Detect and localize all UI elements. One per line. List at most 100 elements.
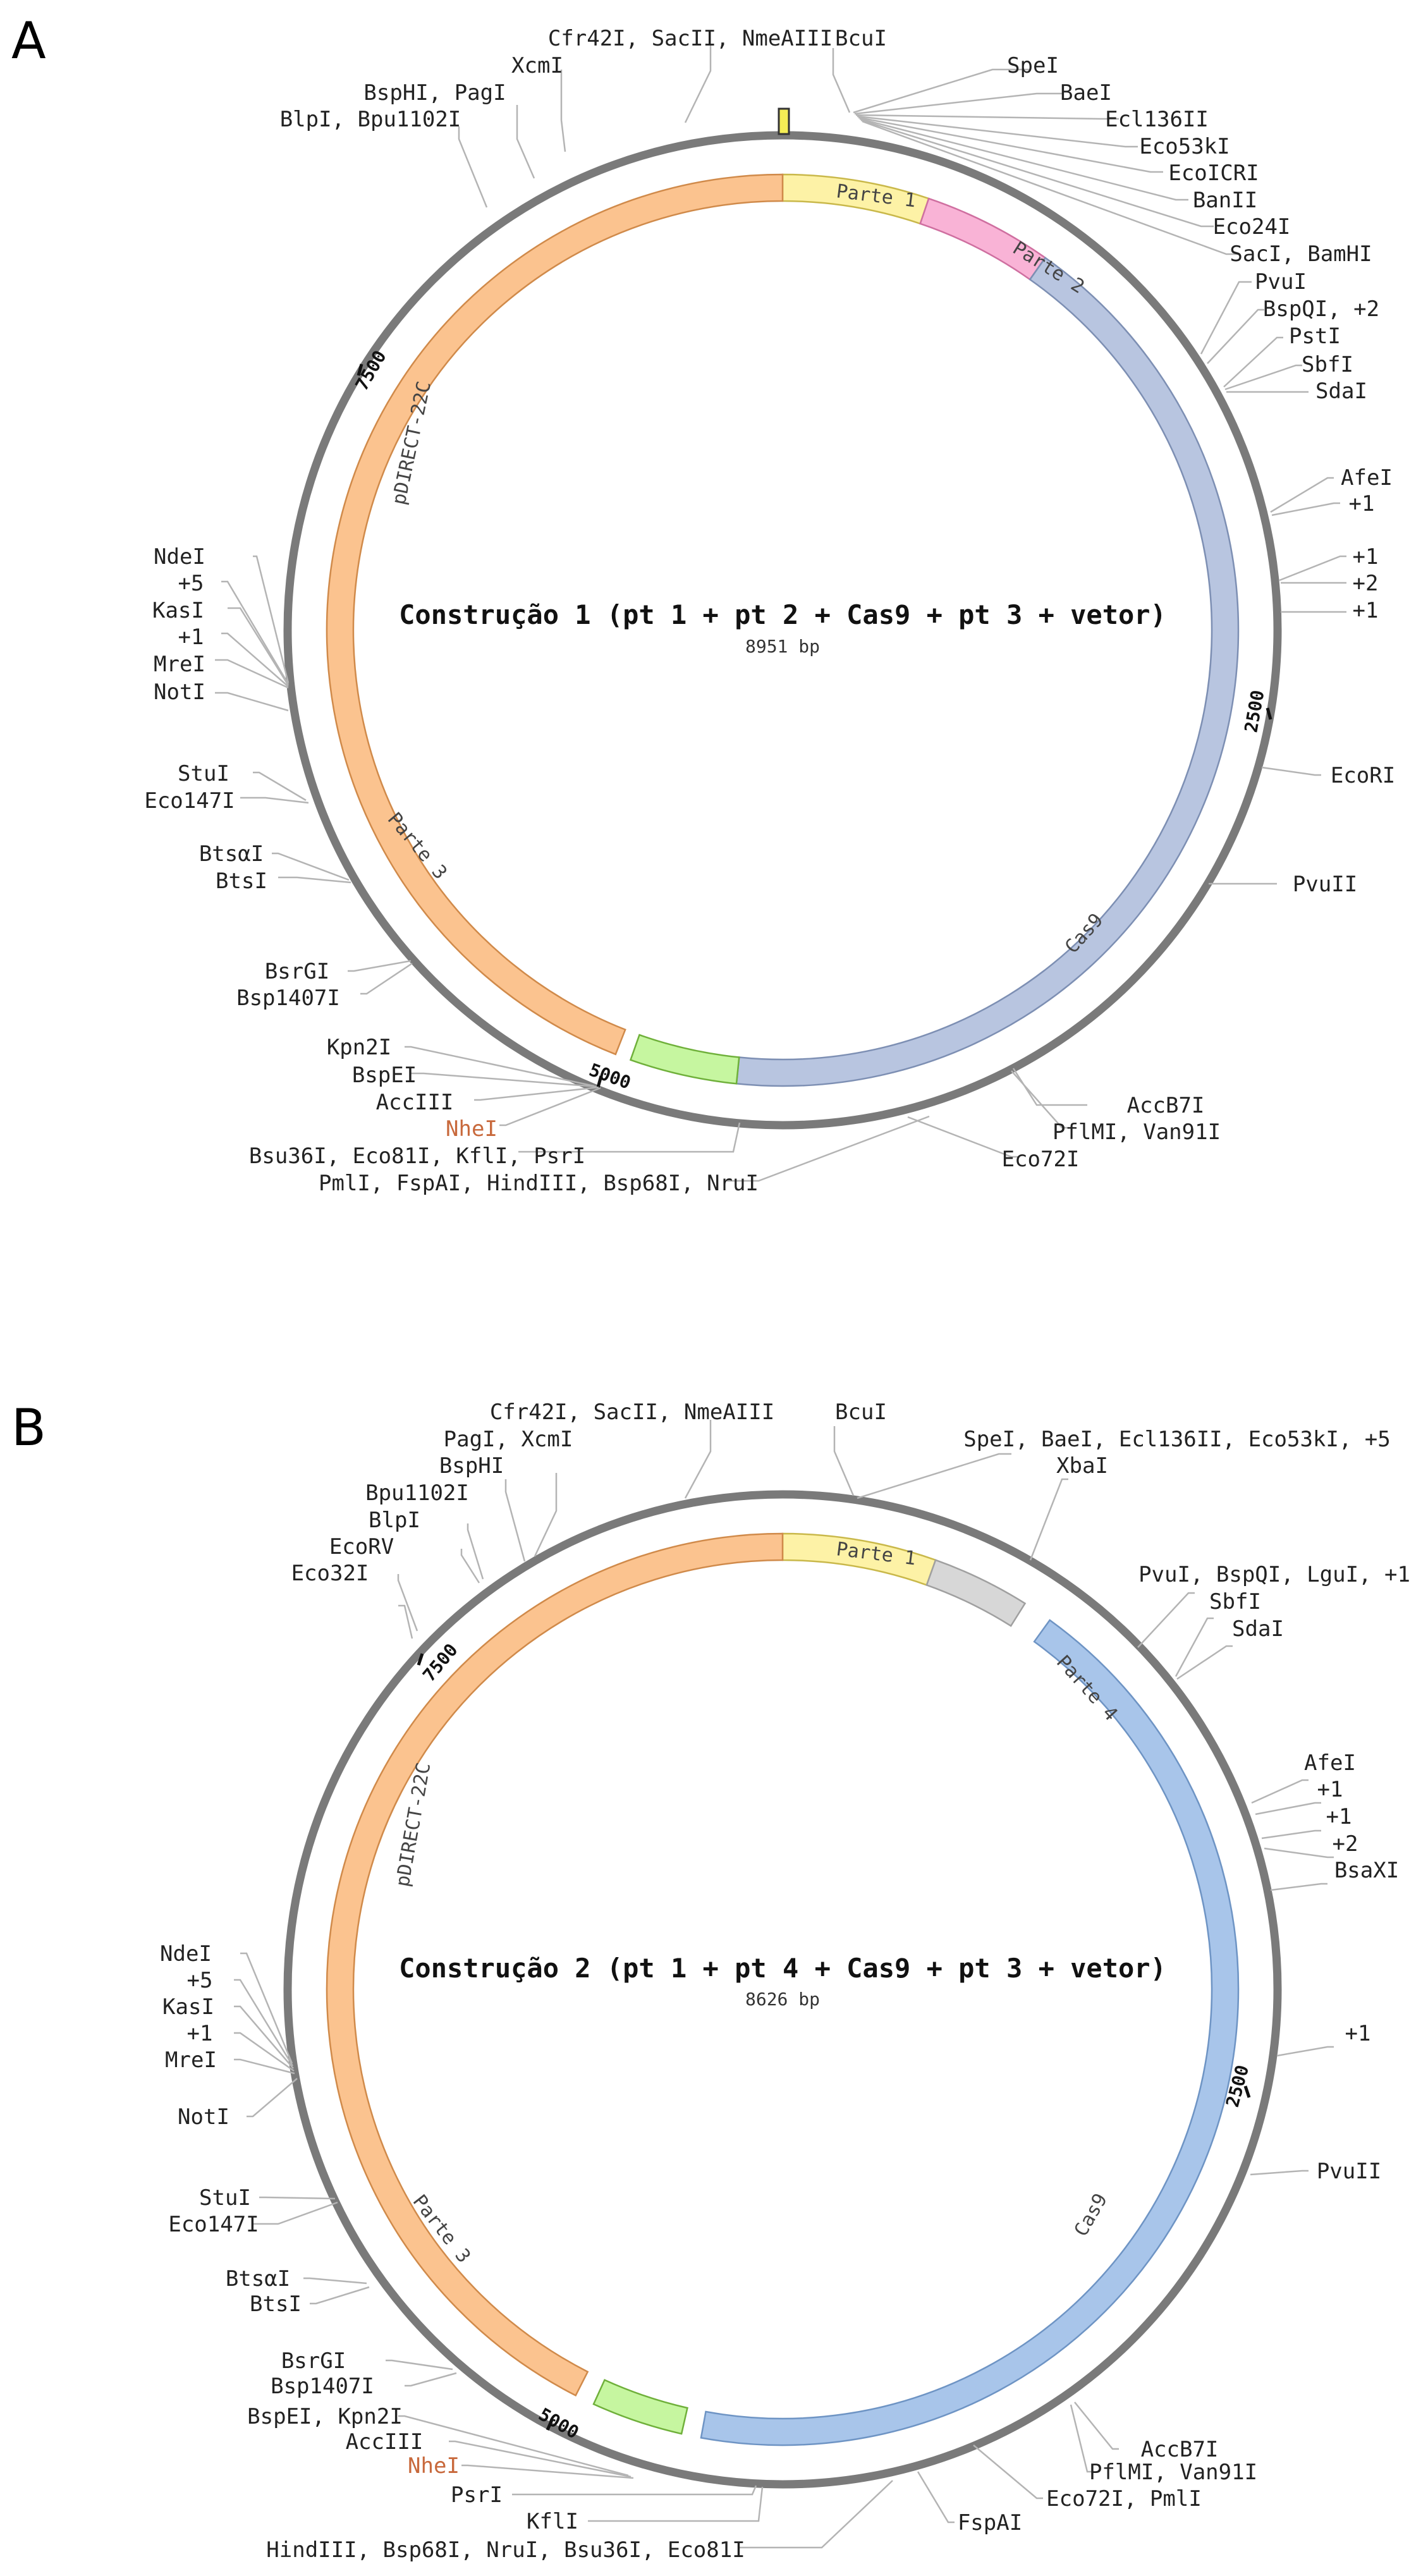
- site-label: EcoRV: [329, 1534, 394, 1560]
- site-label: +2: [1353, 571, 1379, 596]
- site-label: PflMI, Van91I: [1089, 2460, 1257, 2485]
- site-label: KasI: [152, 598, 204, 623]
- site-label: BspQI, +2: [1263, 296, 1379, 322]
- site-label: BspEI, Kpn2I: [247, 2404, 403, 2429]
- site-label: AfeI: [1341, 465, 1393, 491]
- site-label: SpeI, BaeI, Ecl136II, Eco53kI, +5: [963, 1427, 1391, 1452]
- restriction-site-labels: Cfr42I, SacII, NmeAIII PagI, XcmI BspHI …: [160, 1400, 1410, 2563]
- site-label: +5: [178, 571, 204, 596]
- site-label: PvuI, BspQI, LguI, +1: [1138, 1562, 1410, 1587]
- site-label: StuI: [199, 2185, 251, 2211]
- site-label: BsrGI: [265, 959, 329, 984]
- plasmid-backbone: [283, 1490, 1282, 2489]
- site-label: +1: [1353, 544, 1379, 570]
- construct-length: 8626 bp: [745, 1989, 820, 2010]
- site-label: +2: [1333, 1831, 1358, 1857]
- site-label: AccB7I: [1141, 2437, 1219, 2462]
- site-label: Eco72I, PmlI: [1046, 2486, 1202, 2512]
- site-label: PsrI: [451, 2482, 503, 2508]
- feature-arc-segment-4: [592, 2379, 688, 2435]
- site-label: PflMI, Van91I: [1053, 1120, 1221, 1145]
- site-label: Eco32I: [291, 1561, 369, 1586]
- site-label: +1: [1353, 598, 1379, 623]
- site-label: EcoICRI: [1168, 161, 1259, 186]
- site-label: MreI: [154, 652, 205, 677]
- site-label: BsrGI: [281, 2348, 346, 2374]
- site-label: AccIII: [376, 1090, 454, 1115]
- site-label: BanII: [1193, 188, 1257, 213]
- site-label: SbfI: [1302, 352, 1353, 377]
- panel-letter: A: [11, 11, 46, 70]
- site-label: +5: [187, 1968, 213, 1993]
- site-label: Bsp1407I: [236, 986, 340, 1011]
- site-label: MreI: [165, 2048, 217, 2073]
- site-label: +1: [1349, 491, 1375, 516]
- site-label: NotI: [178, 2104, 229, 2130]
- site-label: BlpI: [369, 1508, 420, 1533]
- site-label: BtsαI: [226, 2266, 290, 2292]
- site-label: BspHI, PagI: [363, 80, 506, 106]
- site-label: Eco72I: [1002, 1147, 1080, 1172]
- site-label: Bsp1407I: [271, 2374, 374, 2399]
- site-label: SdaI: [1232, 1616, 1284, 1642]
- site-label: SacI, BamHI: [1230, 241, 1372, 267]
- site-label: KflI: [527, 2509, 578, 2534]
- feature-arc-cas9: [700, 1619, 1240, 2446]
- site-label: Eco53kI: [1139, 134, 1230, 159]
- site-label: BcuI: [835, 1400, 887, 1425]
- feature-ring: [326, 1532, 1240, 2446]
- site-label: PstI: [1289, 324, 1341, 349]
- site-label: NdeI: [154, 544, 205, 570]
- panel-letter: B: [11, 1398, 46, 1457]
- site-label-nhei: NheI: [408, 2453, 460, 2479]
- site-label: SdaI: [1315, 379, 1367, 404]
- site-label: +1: [1317, 1777, 1343, 1802]
- site-label: EcoRI: [1331, 763, 1395, 788]
- site-label: +1: [1345, 2021, 1371, 2046]
- feature-arc-parte-2: [919, 197, 1047, 281]
- site-label: BlpI, Bpu1102I: [280, 107, 461, 132]
- site-label: Bpu1102I: [365, 1480, 469, 1506]
- feature-ring: [326, 173, 1240, 1087]
- feature-label-cas9: Cas9: [1070, 2190, 1112, 2240]
- site-label: KasI: [162, 1994, 214, 2020]
- feature-arc-cas9: [735, 257, 1240, 1087]
- site-label: AccIII: [346, 2429, 424, 2455]
- site-label: BtsI: [216, 869, 267, 894]
- site-label: Cfr42I, SacII, NmeAIII: [548, 26, 833, 51]
- site-label: Eco147I: [144, 788, 235, 814]
- restriction-site-labels: Cfr42I, SacII, NmeAIII XcmI BspHI, PagI …: [144, 26, 1395, 1196]
- site-label: Kpn2I: [327, 1035, 391, 1060]
- site-label: HindIII, Bsp68I, NruI, Bsu36I, Eco81I: [266, 2537, 745, 2563]
- site-leaders: [234, 1420, 1334, 2549]
- site-label-nhei: NheI: [446, 1116, 497, 1142]
- site-label: BtsI: [250, 2292, 302, 2317]
- svg-text:5000: 5000: [535, 2403, 583, 2443]
- construct-title: Construção 2 (pt 1 + pt 4 + Cas9 + pt 3 …: [399, 1953, 1166, 1984]
- feature-label-parte-1: Parte 1: [835, 180, 917, 212]
- construct-length: 8951 bp: [745, 636, 820, 657]
- site-label: BaeI: [1060, 80, 1112, 106]
- site-label: SpeI: [1007, 53, 1059, 78]
- site-label: Bsu36I, Eco81I, KflI, PsrI: [249, 1144, 585, 1169]
- site-label: PagI, XcmI: [444, 1427, 573, 1452]
- site-label: +1: [1326, 1804, 1352, 1829]
- feature-arc-segment-3: [629, 1034, 740, 1085]
- site-label: AfeI: [1304, 1750, 1356, 1776]
- site-label: FspAI: [958, 2510, 1022, 2536]
- feature-arc-segment-1: [925, 1559, 1027, 1627]
- site-label: PvuII: [1317, 2159, 1381, 2184]
- site-label: BspHI: [439, 1453, 504, 1479]
- construct-title: Construção 1 (pt 1 + pt 2 + Cas9 + pt 3 …: [399, 599, 1166, 630]
- tick-5000: 5000: [535, 2403, 583, 2443]
- site-label: PmlI, FspAI, HindIII, Bsp68I, NruI: [319, 1171, 759, 1196]
- site-label: BtsαI: [199, 841, 264, 867]
- site-label: XcmI: [511, 53, 563, 78]
- site-label: BspEI: [352, 1063, 417, 1088]
- site-label: Eco147I: [168, 2212, 259, 2237]
- site-label: AccB7I: [1127, 1093, 1205, 1118]
- site-label: NdeI: [160, 1941, 212, 1967]
- site-label: +1: [178, 625, 204, 650]
- site-label: Ecl136II: [1105, 107, 1209, 132]
